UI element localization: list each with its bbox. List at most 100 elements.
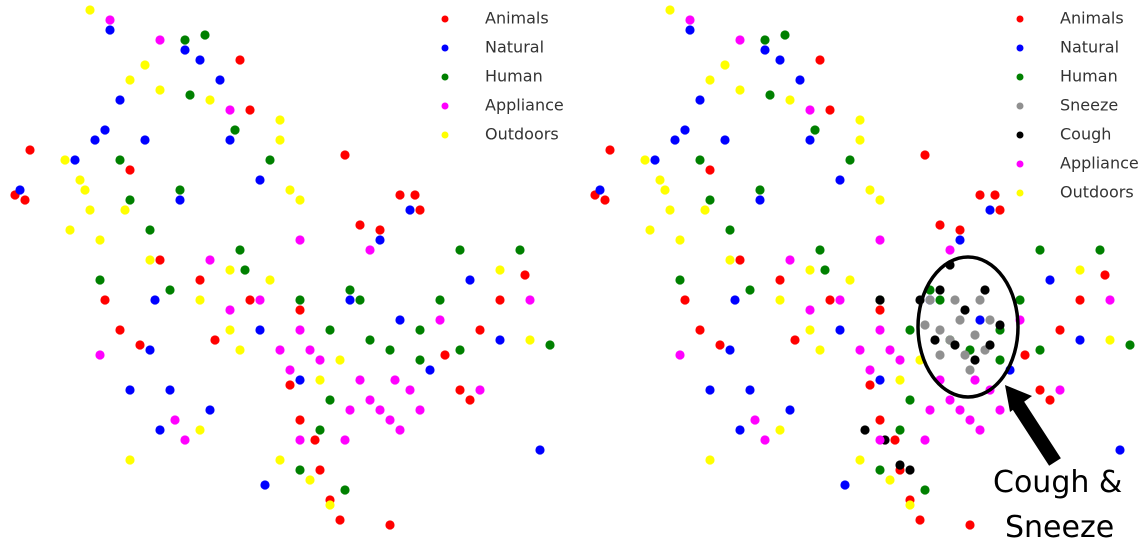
point [265,275,275,285]
point [925,405,935,415]
point [345,405,355,415]
legend-label: Human [485,67,543,86]
point [95,275,105,285]
point [895,425,905,435]
point [855,135,865,145]
point [980,285,990,295]
point [310,435,320,445]
point [955,405,965,415]
point [720,60,730,70]
point [315,355,325,365]
point [385,415,395,425]
point [775,55,785,65]
point [920,150,930,160]
point [965,520,975,530]
point [935,295,945,305]
point [780,30,790,40]
legend-label: Outdoors [1060,183,1134,202]
point [70,155,80,165]
point [295,305,305,315]
point [775,295,785,305]
point [405,205,415,215]
point [735,255,745,265]
point [995,205,1005,215]
legend-marker [1016,102,1024,110]
legend-label: Natural [485,38,544,57]
point [695,155,705,165]
point [15,185,25,195]
legend-marker [441,15,449,23]
legend-label: Animals [485,9,549,28]
point [365,245,375,255]
point [875,305,885,315]
legend-label: Outdoors [485,125,559,144]
point [680,125,690,135]
point [955,235,965,245]
point [245,105,255,115]
point [275,135,285,145]
point [840,480,850,490]
point [1035,345,1045,355]
chart-left: Animals Natural Human Appliance Outdoors [10,5,564,530]
point [385,345,395,355]
point [935,220,945,230]
point [875,375,885,385]
point [790,335,800,345]
legend-marker [441,44,449,52]
point [395,425,405,435]
point [875,415,885,425]
point [835,175,845,185]
point [20,195,30,205]
point [895,375,905,385]
point [785,95,795,105]
point [760,35,770,45]
point [935,325,945,335]
point [295,235,305,245]
point [945,395,955,405]
point [995,405,1005,415]
point [995,320,1005,330]
point [985,340,995,350]
point [95,350,105,360]
point [855,455,865,465]
point [805,105,815,115]
point [415,205,425,215]
point [1115,445,1125,455]
point [525,335,535,345]
point [970,355,980,365]
point [855,115,865,125]
point [885,475,895,485]
point [180,45,190,55]
point [175,185,185,195]
point [305,345,315,355]
point [805,265,815,275]
point [935,350,945,360]
point [140,60,150,70]
point [455,245,465,255]
point [695,325,705,335]
point [985,315,995,325]
point [1095,245,1105,255]
point [815,245,825,255]
point [515,245,525,255]
point [25,145,35,155]
point [495,335,505,345]
point [255,295,265,305]
point [165,385,175,395]
point [640,155,650,165]
point [825,295,835,305]
point [295,375,305,385]
legend-label: Animals [1060,9,1124,28]
point [680,295,690,305]
point [1105,335,1115,345]
point [145,345,155,355]
point [295,195,305,205]
point [695,95,705,105]
point [195,275,205,285]
point [890,435,900,445]
point [885,345,895,355]
point [685,15,695,25]
point [865,185,875,195]
point [435,315,445,325]
point [845,155,855,165]
